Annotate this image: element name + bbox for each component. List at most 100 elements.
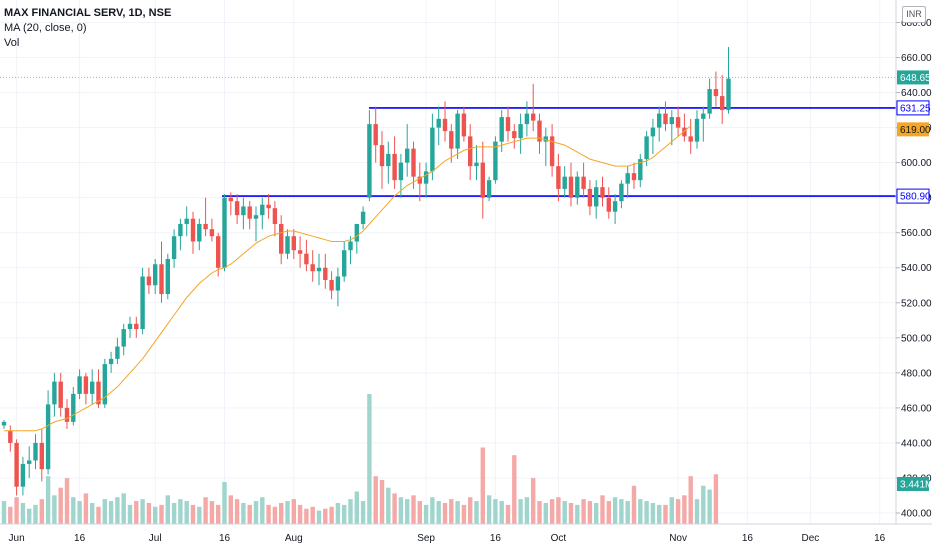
candle-body bbox=[33, 442, 38, 461]
candle-body bbox=[310, 264, 315, 272]
volume-bar bbox=[556, 497, 561, 524]
chart-legend: MAX FINANCIAL SERV, 1D, NSE MA (20, clos… bbox=[4, 6, 171, 51]
volume-bar bbox=[90, 502, 95, 524]
candle-body bbox=[480, 162, 485, 198]
volume-bar bbox=[512, 455, 517, 524]
candle-body bbox=[115, 346, 120, 359]
candle-body bbox=[228, 197, 233, 202]
volume-bar bbox=[644, 501, 649, 524]
candle-body bbox=[83, 376, 89, 394]
candle-body bbox=[77, 376, 82, 394]
y-tick-label: 540.00 bbox=[901, 263, 932, 274]
volume-bar bbox=[694, 499, 700, 524]
volume-bar bbox=[297, 504, 303, 524]
volume-bar bbox=[682, 495, 687, 524]
candle-body bbox=[285, 236, 290, 254]
candle-body bbox=[171, 236, 177, 259]
volume-label-text: 3.441M bbox=[900, 480, 932, 491]
candle-body bbox=[134, 323, 139, 330]
price-label-text: 631.25 bbox=[900, 103, 931, 114]
candle-body bbox=[140, 276, 145, 330]
y-tick-label: 640.00 bbox=[901, 88, 932, 99]
candle-body bbox=[260, 204, 265, 216]
candle-body bbox=[474, 162, 479, 167]
candle-body bbox=[360, 211, 366, 224]
candle-body bbox=[367, 124, 372, 198]
volume-bar bbox=[657, 504, 662, 524]
volume-bar bbox=[461, 504, 467, 524]
candle-body bbox=[713, 89, 719, 97]
volume-bar bbox=[354, 491, 359, 524]
x-tick-label: Sep bbox=[417, 533, 435, 544]
candle-body bbox=[720, 96, 725, 111]
volume-bar bbox=[688, 476, 693, 524]
symbol-title[interactable]: MAX FINANCIAL SERV, 1D, NSE bbox=[4, 7, 172, 19]
volume-bar bbox=[360, 501, 366, 524]
price-label-text: 648.65 bbox=[900, 73, 931, 84]
candle-body bbox=[153, 264, 158, 286]
volume-bar bbox=[594, 502, 599, 524]
candle-body bbox=[430, 127, 435, 172]
volume-bar bbox=[14, 497, 19, 524]
volume-bar bbox=[171, 502, 177, 524]
candle-body bbox=[241, 206, 246, 216]
candle-body bbox=[209, 229, 215, 237]
volume-bar bbox=[260, 497, 265, 524]
candle-body bbox=[436, 118, 441, 128]
volume-bar bbox=[115, 497, 120, 524]
volume-indicator-label[interactable]: Vol bbox=[4, 37, 20, 49]
volume-bar bbox=[58, 487, 63, 524]
candle-body bbox=[178, 223, 183, 237]
x-tick-label: 16 bbox=[74, 533, 86, 544]
candle-body bbox=[701, 113, 706, 119]
volume-bar bbox=[669, 497, 674, 524]
price-axis[interactable]: 400.00420.00440.00460.00480.00500.00520.… bbox=[896, 18, 932, 519]
volume-bar bbox=[505, 504, 511, 524]
candle-body bbox=[694, 118, 700, 142]
candle-body bbox=[58, 381, 63, 408]
candle-body bbox=[203, 223, 208, 230]
candle-body bbox=[335, 276, 341, 291]
candle-body bbox=[297, 250, 303, 254]
candle-body bbox=[146, 276, 152, 286]
volume-bar bbox=[543, 502, 548, 524]
candle-body bbox=[45, 404, 51, 470]
candle-body bbox=[568, 176, 574, 198]
volume-bar bbox=[417, 501, 422, 524]
volume-bar bbox=[121, 493, 126, 524]
currency-badge[interactable]: INR bbox=[902, 6, 926, 23]
x-tick-label: Dec bbox=[802, 533, 820, 544]
candle-body bbox=[682, 127, 687, 137]
volume-bar bbox=[77, 501, 82, 524]
volume-bar bbox=[45, 476, 51, 524]
candle-body bbox=[581, 176, 586, 189]
candle-body bbox=[329, 280, 334, 291]
volume-bar bbox=[140, 499, 145, 524]
candle-body bbox=[499, 117, 504, 142]
candle-body bbox=[96, 381, 101, 405]
volume-bar bbox=[386, 487, 391, 524]
candle-body bbox=[386, 153, 391, 167]
candle-body bbox=[405, 148, 410, 163]
candle-body bbox=[90, 381, 95, 394]
ma-indicator-label[interactable]: MA (20, close, 0) bbox=[4, 22, 87, 34]
time-axis[interactable]: Jun16Jul16AugSep16OctNov16Dec162021 bbox=[9, 533, 932, 544]
volume-bar bbox=[549, 499, 555, 524]
candle-body bbox=[707, 89, 712, 114]
volume-bar bbox=[304, 508, 309, 524]
volume-bar bbox=[329, 506, 334, 524]
volume-bar bbox=[638, 499, 643, 524]
candle-body bbox=[663, 113, 668, 125]
candle-body bbox=[512, 131, 517, 139]
candle-body bbox=[600, 187, 605, 198]
volume-bar bbox=[518, 499, 523, 524]
candle-body bbox=[266, 204, 271, 209]
volume-bar bbox=[8, 506, 13, 524]
volume-bar bbox=[216, 504, 221, 524]
candle-body bbox=[455, 113, 460, 149]
x-tick-label: Jun bbox=[9, 533, 25, 544]
candle-body bbox=[549, 136, 555, 167]
horizontal-levels[interactable] bbox=[0, 76, 896, 197]
y-tick-label: 480.00 bbox=[901, 368, 932, 379]
